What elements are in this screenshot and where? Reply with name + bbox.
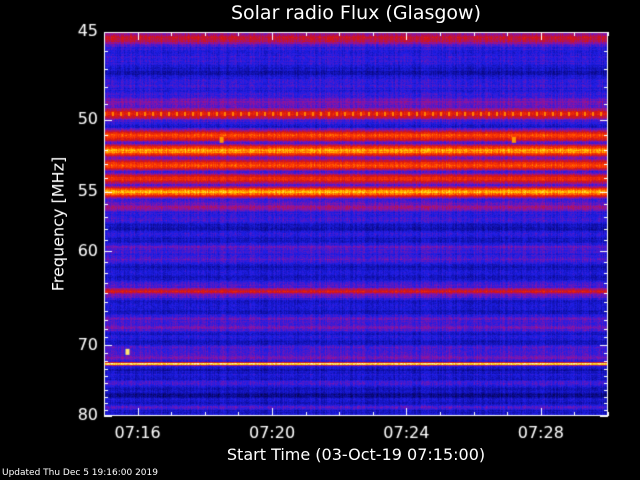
x-axis-label: Start Time (03-Oct-19 07:15:00)	[226, 445, 486, 464]
update-timestamp: Updated Thu Dec 5 19:16:00 2019	[2, 468, 158, 478]
y-axis-label: Frequency [MHz]	[48, 156, 68, 292]
chart-title: Solar radio Flux (Glasgow)	[230, 2, 482, 24]
